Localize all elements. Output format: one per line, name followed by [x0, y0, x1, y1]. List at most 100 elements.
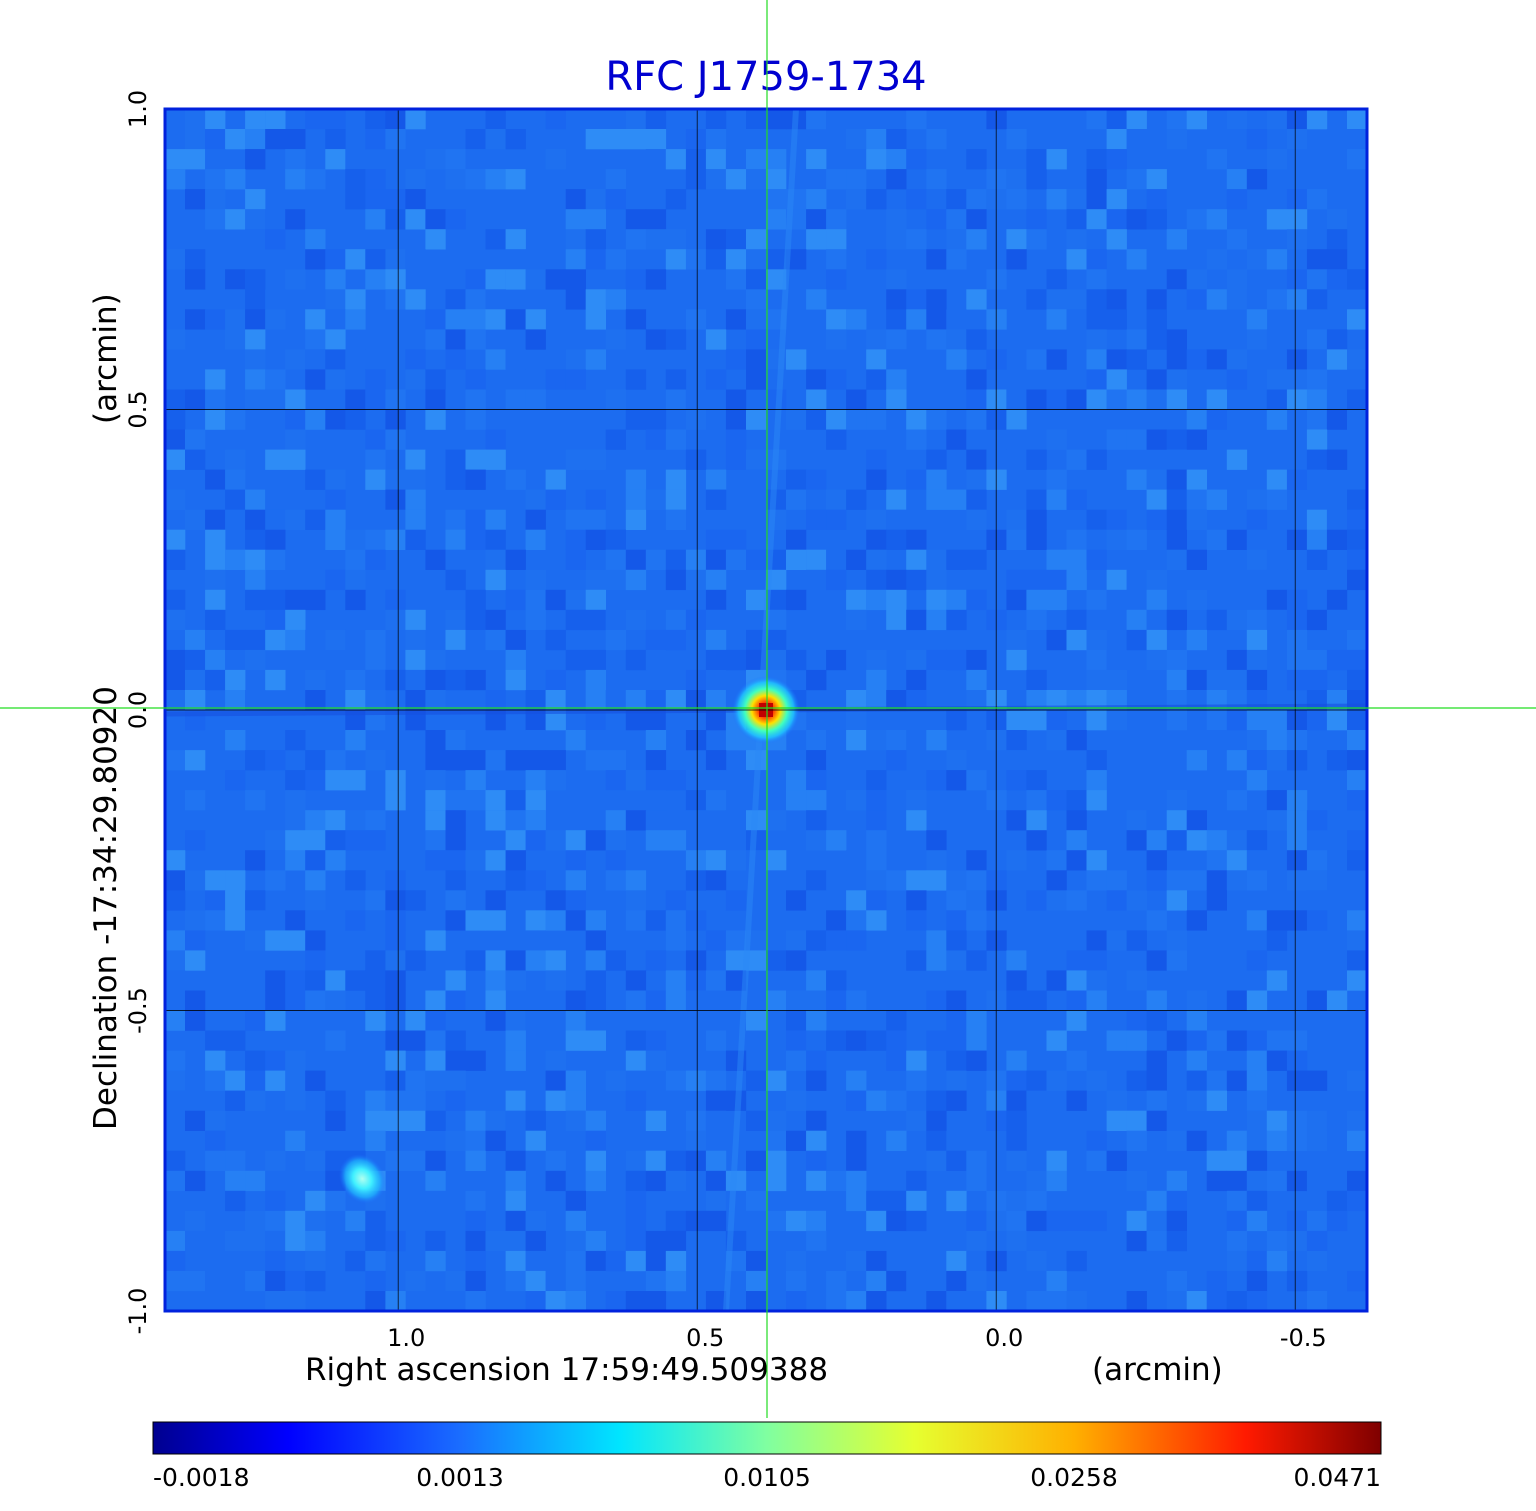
noise-pixel — [1186, 1090, 1207, 1111]
noise-pixel — [525, 1110, 546, 1131]
noise-pixel — [665, 469, 687, 490]
noise-pixel — [1066, 730, 1087, 751]
noise-pixel — [1206, 1130, 1227, 1151]
noise-pixel — [605, 830, 626, 851]
noise-pixel — [1086, 229, 1107, 250]
noise-pixel — [325, 409, 346, 430]
noise-pixel — [946, 1291, 967, 1312]
noise-pixel — [846, 1291, 867, 1312]
noise-pixel — [1266, 910, 1288, 931]
noise-pixel — [325, 830, 346, 851]
noise-pixel — [806, 930, 827, 951]
noise-pixel — [1286, 389, 1308, 410]
noise-pixel — [425, 750, 446, 771]
noise-pixel — [185, 189, 206, 210]
noise-pixel — [746, 329, 767, 350]
noise-pixel — [565, 609, 586, 631]
noise-pixel — [946, 1090, 967, 1111]
noise-pixel — [946, 1130, 967, 1151]
noise-pixel — [205, 609, 226, 631]
noise-pixel — [1306, 1170, 1328, 1192]
noise-pixel — [265, 1291, 286, 1312]
noise-pixel — [1347, 1130, 1368, 1151]
noise-pixel — [405, 489, 426, 510]
noise-pixel — [565, 1030, 586, 1051]
noise-pixel — [425, 1070, 446, 1091]
noise-pixel — [1206, 1070, 1227, 1091]
noise-pixel — [225, 1070, 246, 1091]
noise-pixel — [245, 229, 266, 250]
noise-pixel — [545, 890, 566, 911]
noise-pixel — [345, 389, 366, 410]
noise-pixel — [1266, 1230, 1288, 1252]
noise-pixel — [886, 529, 907, 550]
noise-pixel — [325, 469, 346, 490]
noise-pixel — [645, 1230, 667, 1252]
noise-pixel — [806, 1230, 827, 1252]
noise-pixel — [525, 389, 546, 410]
noise-pixel — [285, 449, 306, 470]
noise-pixel — [365, 690, 386, 711]
noise-pixel — [525, 609, 546, 631]
noise-pixel — [505, 649, 526, 671]
noise-pixel — [185, 429, 206, 450]
noise-pixel — [966, 1170, 987, 1192]
noise-pixel — [705, 569, 727, 591]
noise-pixel — [1246, 129, 1268, 150]
noise-pixel — [1086, 309, 1107, 330]
noise-pixel — [1226, 1130, 1248, 1151]
noise-pixel — [285, 269, 306, 290]
noise-pixel — [485, 529, 506, 550]
noise-pixel — [1326, 589, 1348, 611]
noise-pixel — [866, 669, 887, 691]
noise-pixel — [645, 329, 667, 350]
noise-pixel — [325, 1110, 346, 1131]
noise-pixel — [886, 169, 907, 190]
noise-pixel — [1166, 1230, 1187, 1252]
noise-pixel — [225, 449, 246, 470]
noise-pixel — [185, 1110, 206, 1131]
noise-pixel — [906, 1170, 927, 1192]
noise-pixel — [1286, 289, 1308, 310]
noise-pixel — [1006, 1150, 1027, 1171]
noise-pixel — [305, 1230, 326, 1252]
noise-pixel — [285, 429, 306, 450]
noise-pixel — [245, 1270, 266, 1292]
noise-pixel — [205, 309, 226, 330]
noise-pixel — [946, 349, 967, 370]
noise-pixel — [1006, 629, 1027, 651]
noise-pixel — [585, 830, 606, 851]
noise-pixel — [1046, 1150, 1067, 1171]
noise-pixel — [806, 1070, 827, 1091]
y-tick-label: -0.5 — [124, 987, 152, 1034]
noise-pixel — [645, 1110, 667, 1131]
noise-pixel — [605, 950, 626, 971]
noise-pixel — [1066, 950, 1087, 971]
noise-pixel — [1066, 790, 1087, 811]
noise-pixel — [766, 149, 787, 170]
noise-pixel — [305, 509, 326, 530]
noise-pixel — [886, 750, 907, 771]
noise-pixel — [1006, 529, 1027, 550]
noise-pixel — [285, 970, 306, 991]
noise-pixel — [1006, 169, 1027, 190]
noise-pixel — [886, 1190, 907, 1212]
noise-pixel — [465, 369, 486, 390]
noise-pixel — [285, 1090, 306, 1111]
noise-pixel — [806, 870, 827, 891]
noise-pixel — [425, 1050, 446, 1071]
noise-pixel — [245, 1010, 266, 1031]
noise-pixel — [525, 750, 546, 771]
colorbar-tick-label: 0.0471 — [1294, 1463, 1381, 1492]
noise-pixel — [725, 449, 747, 470]
noise-pixel — [966, 1210, 987, 1232]
noise-pixel — [846, 409, 867, 430]
noise-pixel — [1166, 369, 1187, 390]
noise-pixel — [966, 850, 987, 871]
noise-pixel — [1006, 229, 1027, 250]
noise-pixel — [585, 1030, 606, 1051]
noise-pixel — [846, 389, 867, 410]
noise-pixel — [685, 609, 707, 631]
noise-pixel — [165, 1070, 186, 1091]
noise-pixel — [265, 830, 286, 851]
